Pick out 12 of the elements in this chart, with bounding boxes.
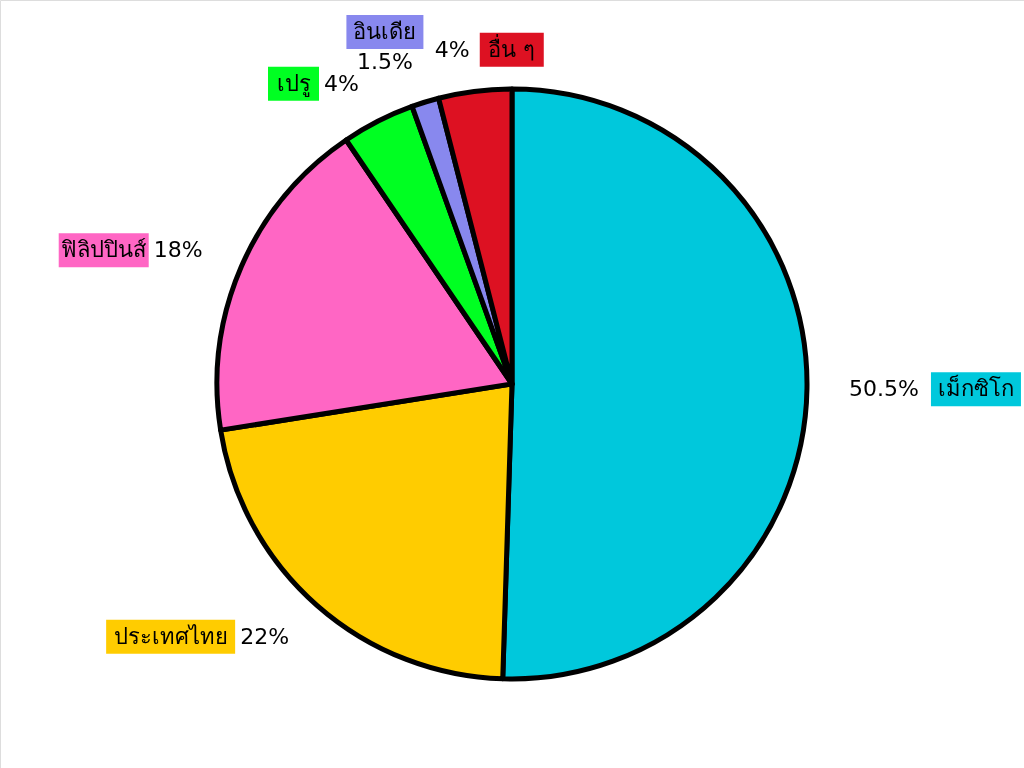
data-label: 18% bbox=[153, 237, 203, 263]
slice-label: ฟิลิปปินส์ bbox=[61, 237, 148, 263]
data-label: 1.5% bbox=[357, 48, 413, 74]
data-label: 4% bbox=[324, 70, 360, 96]
slice-label: เม็กซิโก bbox=[937, 374, 1014, 402]
slice-label: อื่น ๆ bbox=[488, 33, 536, 62]
data-label: 4% bbox=[434, 36, 470, 62]
data-label: 50.5% bbox=[848, 376, 919, 402]
slice-label: เปรู bbox=[276, 70, 311, 97]
data-label: 22% bbox=[240, 623, 290, 649]
slice-label: อินเดีย bbox=[353, 18, 417, 44]
slice-label: ประเทศไทย bbox=[113, 623, 228, 649]
